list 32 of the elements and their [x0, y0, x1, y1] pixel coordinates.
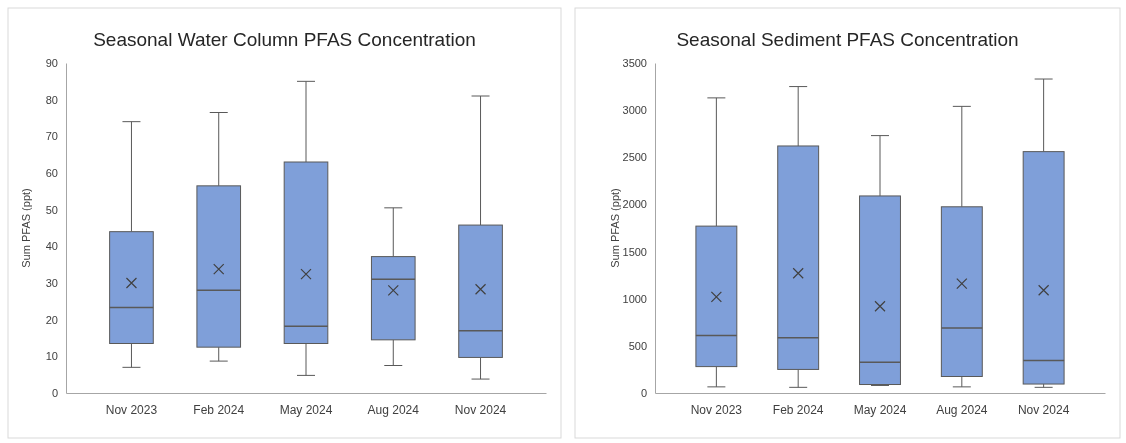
x-tick-label: Aug 2024: [367, 402, 420, 417]
y-tick-label: 70: [45, 130, 58, 143]
y-tick-label: 500: [628, 339, 647, 352]
x-tick-label: Nov 2023: [690, 402, 743, 417]
chart-title: Seasonal Water Column PFAS Concentration: [93, 29, 476, 50]
y-axis-title: Sum PFAS (ppt): [20, 188, 32, 268]
x-tick-label: May 2024: [279, 402, 333, 417]
y-tick-label: 1000: [622, 292, 647, 305]
y-tick-label: 3500: [622, 57, 647, 70]
y-tick-label: 10: [45, 350, 58, 363]
y-tick-label: 0: [640, 387, 647, 400]
y-tick-label: 2500: [622, 151, 647, 164]
chart-title: Seasonal Sediment PFAS Concentration: [676, 29, 1019, 50]
y-tick-label: 2000: [622, 198, 647, 211]
x-tick-label: May 2024: [853, 402, 907, 417]
y-tick-label: 90: [45, 57, 58, 70]
y-tick-label: 40: [45, 240, 58, 253]
y-tick-label: 20: [45, 313, 58, 326]
y-tick-label: 1500: [622, 245, 647, 258]
x-tick-label: Nov 2024: [454, 402, 507, 417]
x-tick-label: Feb 2024: [772, 402, 824, 417]
y-tick-label: 80: [45, 93, 58, 106]
x-tick-label: Nov 2023: [105, 402, 158, 417]
y-axis-title: Sum PFAS (ppt): [609, 188, 621, 268]
x-tick-label: Nov 2024: [1017, 402, 1070, 417]
y-tick-label: 60: [45, 167, 58, 180]
y-tick-label: 30: [45, 277, 58, 290]
x-tick-label: Feb 2024: [193, 402, 245, 417]
y-tick-label: 0: [51, 387, 58, 400]
y-tick-label: 3000: [622, 104, 647, 117]
y-tick-label: 50: [45, 203, 58, 216]
x-tick-label: Aug 2024: [936, 402, 988, 417]
